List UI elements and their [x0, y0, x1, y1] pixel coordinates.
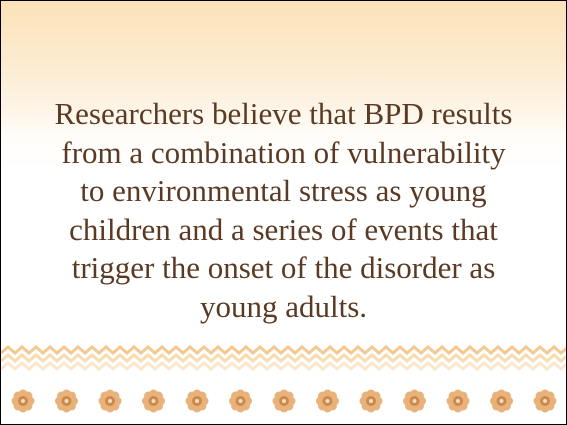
flower — [490, 390, 513, 413]
text-line: Researchers believe that BPD results — [1, 95, 566, 134]
flower — [534, 390, 557, 413]
zigzag — [1, 355, 566, 361]
zigzag — [1, 363, 566, 369]
flower — [186, 390, 209, 413]
flower — [360, 390, 383, 413]
flower-dot — [282, 399, 286, 403]
flower — [447, 390, 470, 413]
flower — [55, 390, 78, 413]
flower — [12, 390, 35, 413]
text-line: young adults. — [1, 288, 566, 327]
flower-dot — [543, 399, 547, 403]
flower-dot — [369, 399, 373, 403]
flower-dot — [500, 399, 504, 403]
zigzag — [1, 347, 566, 353]
flower — [99, 390, 122, 413]
flower-dot — [195, 399, 199, 403]
flower-dot — [413, 399, 417, 403]
flower — [229, 390, 252, 413]
border-decoration — [1, 341, 566, 424]
slide: Researchers believe that BPD resultsfrom… — [0, 0, 567, 425]
flower — [403, 390, 426, 413]
flower — [316, 390, 339, 413]
flower-dot — [326, 399, 330, 403]
flower-dot — [239, 399, 243, 403]
text-line: children and a series of events that — [1, 211, 566, 250]
flower — [273, 390, 296, 413]
flower — [142, 390, 165, 413]
text-line: trigger the onset of the disorder as — [1, 249, 566, 288]
flower-dot — [108, 399, 112, 403]
flower-dot — [456, 399, 460, 403]
text-line: from a combination of vulnerability — [1, 134, 566, 173]
flower-dot — [21, 399, 25, 403]
text-line: to environmental stress as young — [1, 172, 566, 211]
flower-dot — [152, 399, 156, 403]
flower-dot — [65, 399, 69, 403]
